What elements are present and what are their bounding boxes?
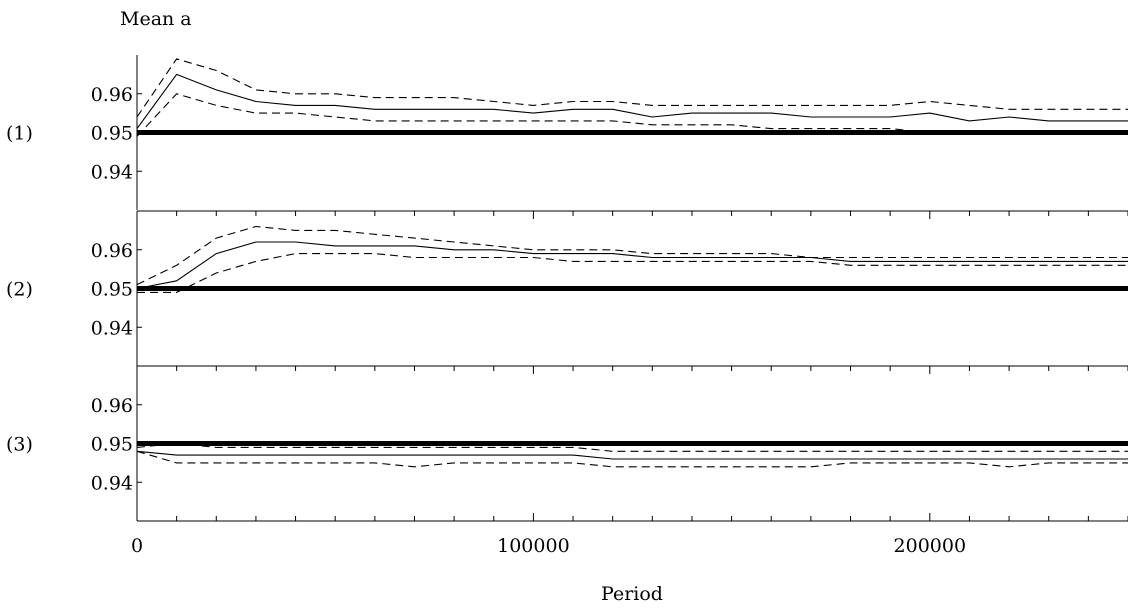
panel-label: (2) (6, 279, 33, 301)
x-tick-label: 0 (131, 535, 143, 557)
series-bound-line (136, 450, 1128, 468)
y-tick-label: 0.96 (91, 395, 133, 417)
series-bound-line (136, 93, 1128, 137)
y-tick-label: 0.95 (91, 123, 133, 145)
series-bound-line (136, 58, 1128, 118)
y-tick-label: 0.94 (91, 317, 133, 339)
series-bound-line (136, 225, 1128, 286)
y-tick-label: 0.94 (91, 161, 133, 183)
y-tick-label: 0.96 (91, 240, 133, 262)
x-axis-tick-labels: 0 100000 200000 (131, 513, 1128, 557)
y-tick-label: 0.95 (91, 434, 133, 456)
panel-2: 0.96 0.95 0.94 (2) (6, 210, 1128, 366)
x-tick-label: 200000 (894, 535, 967, 557)
series-mean-line (136, 450, 1128, 460)
panel-label: (1) (6, 123, 33, 145)
panel-1: 0.96 0.95 0.94 (1) (6, 55, 1128, 210)
series-bound-line (136, 442, 1128, 452)
series-mean-line (136, 241, 1128, 290)
series-bound-line (137, 253, 1128, 293)
x-axis-label: Period (601, 583, 663, 605)
panel-label: (3) (6, 434, 33, 456)
x-tick-label: 100000 (497, 535, 570, 557)
y-tick-label: 0.96 (91, 84, 133, 106)
panel-3: 0.96 0.95 0.94 (3) (6, 365, 1128, 521)
y-tick-label: 0.94 (91, 472, 133, 494)
panels: 0.960.950.94(1)0.960.950.94(2)0.960.950.… (6, 55, 1128, 521)
series-mean-line (136, 73, 1128, 129)
chart-title: Mean a (120, 8, 192, 30)
y-tick-label: 0.95 (91, 279, 133, 301)
